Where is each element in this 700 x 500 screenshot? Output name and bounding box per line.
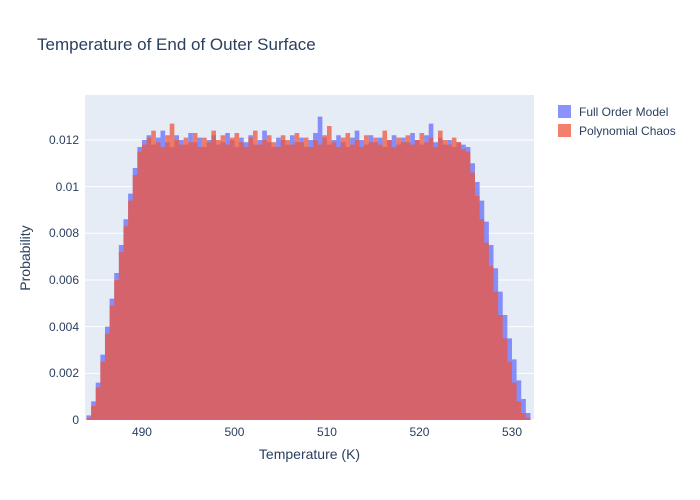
- y-tick-label: 0.01: [55, 179, 79, 194]
- y-tick-label: 0.008: [48, 226, 79, 241]
- legend-label-polynomial-chaos: Polynomial Chaos: [579, 123, 676, 138]
- x-tick-label: 530: [501, 425, 522, 439]
- legend-swatch-full-order-model: [558, 105, 571, 118]
- y-tick-label: 0.004: [48, 319, 79, 334]
- histogram-series-polynomial-chaos: [86, 123, 531, 420]
- x-tick-label: 490: [131, 425, 152, 439]
- legend-item-polynomial-chaos[interactable]: Polynomial Chaos: [558, 121, 676, 140]
- chart-title: Temperature of End of Outer Surface: [37, 35, 316, 54]
- histogram-plot: [85, 116, 534, 420]
- x-tick-label: 500: [224, 425, 245, 439]
- y-tick-label: 0.006: [48, 272, 79, 287]
- legend-swatch-polynomial-chaos: [558, 124, 571, 137]
- x-tick-label: 520: [409, 425, 430, 439]
- y-tick-label: 0.012: [48, 132, 79, 147]
- y-tick-label: 0.002: [48, 366, 79, 381]
- y-axis-title: Probability: [17, 225, 33, 291]
- legend-label-full-order-model: Full Order Model: [579, 104, 669, 119]
- y-tick-label: 0: [72, 413, 79, 427]
- plot-area: [85, 95, 534, 420]
- legend-item-full-order-model[interactable]: Full Order Model: [558, 102, 676, 121]
- legend: Full Order Model Polynomial Chaos: [558, 102, 676, 140]
- x-tick-label: 510: [316, 425, 337, 439]
- x-axis-title: Temperature (K): [258, 446, 361, 462]
